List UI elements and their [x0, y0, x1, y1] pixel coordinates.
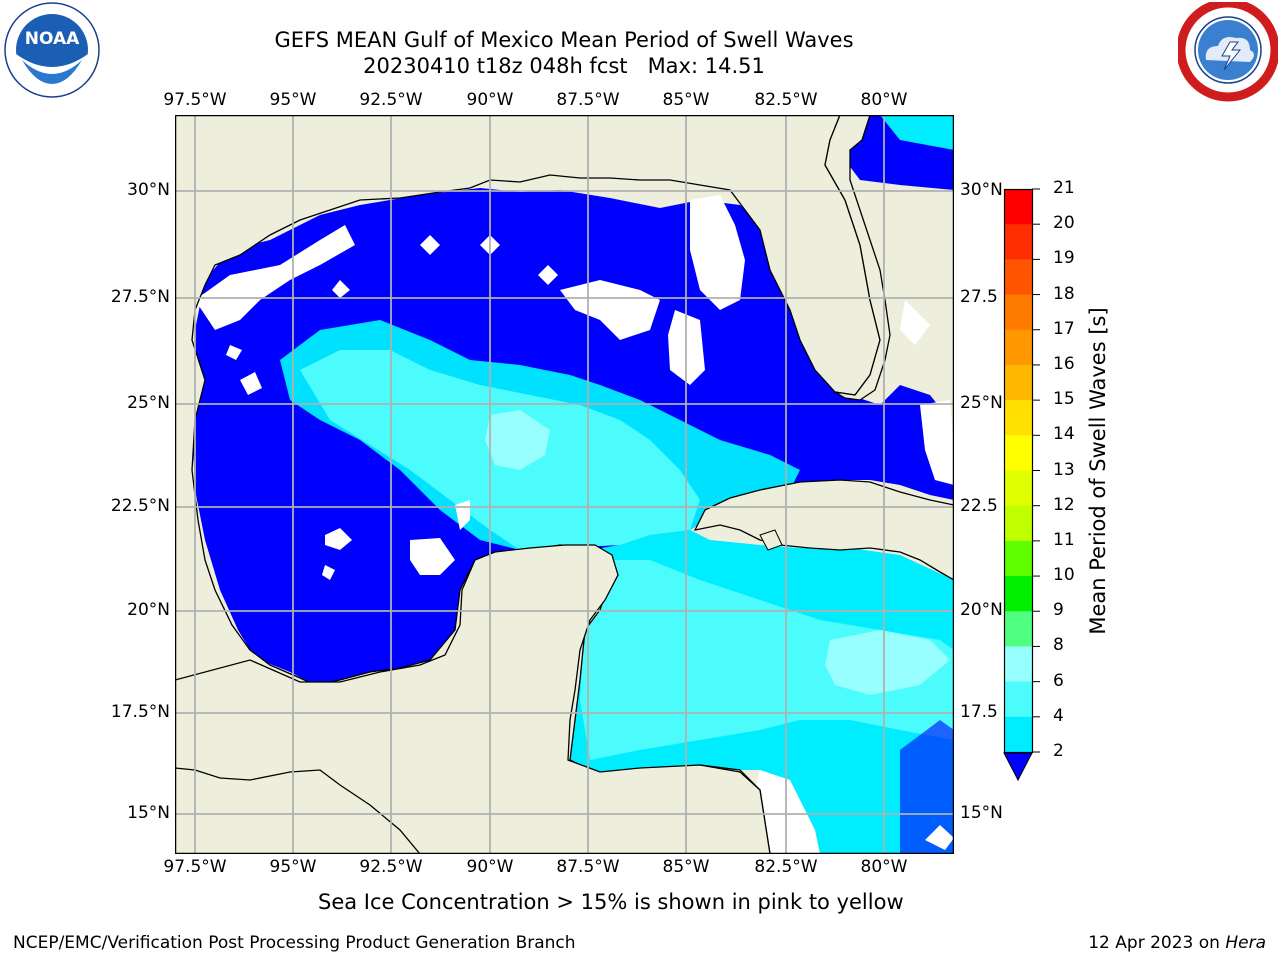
- noaa-logo-text: NOAA: [25, 29, 80, 49]
- lat-label-left: 15°N: [127, 803, 170, 823]
- lat-label-left: 25°N: [127, 393, 170, 413]
- colorbar-tick-label: 9: [1053, 600, 1064, 621]
- colorbar-segment: [1004, 646, 1032, 683]
- colorbar-tick-label: 19: [1053, 248, 1075, 269]
- colorbar-tick-label: 17: [1053, 318, 1075, 339]
- lon-label-top: 95°W: [269, 90, 317, 110]
- colorbar-tick-label: 13: [1053, 459, 1075, 480]
- yucatan-land: [175, 544, 771, 854]
- lon-label-top: 97.5°W: [163, 90, 227, 110]
- colorbar-label: Mean Period of Swell Waves [s]: [1086, 307, 1110, 635]
- lon-label-top: 85°W: [662, 90, 710, 110]
- lat-label-right: 17.5: [960, 702, 998, 722]
- lat-label-left: 27.5°N: [110, 287, 170, 307]
- colorbar-segment: [1004, 224, 1032, 260]
- footer-credit: NCEP/EMC/Verification Post Processing Pr…: [13, 933, 576, 953]
- lon-label-top: 80°W: [860, 90, 908, 110]
- lon-label-top: 90°W: [466, 90, 514, 110]
- map-title-line2: 20230410 t18z 048h fcst Max: 14.51: [363, 54, 765, 78]
- lat-label-left: 30°N: [127, 180, 170, 200]
- florida-land: [824, 115, 891, 401]
- lat-label-left: 20°N: [127, 600, 170, 620]
- lon-label-bottom: 80°W: [860, 857, 908, 877]
- map-panel: [175, 115, 954, 854]
- lat-label-right: 27.5: [960, 287, 998, 307]
- colorbar-segment: [1004, 329, 1032, 366]
- colorbar-segment: [1004, 505, 1032, 542]
- map-title-line1: GEFS MEAN Gulf of Mexico Mean Period of …: [274, 28, 854, 52]
- colorbar-segment: [1004, 435, 1032, 472]
- lat-label-left: 22.5°N: [110, 496, 170, 516]
- colorbar-segment: [1004, 611, 1032, 648]
- colorbar-tick-label: 2: [1053, 741, 1064, 761]
- lon-label-bottom: 82.5°W: [754, 857, 818, 877]
- sea-ice-note: Sea Ice Concentration > 15% is shown in …: [318, 890, 904, 914]
- colorbar-tick-label: 10: [1053, 565, 1075, 586]
- footer-host: Hera: [1225, 933, 1266, 953]
- lat-label-right: 20°N: [960, 600, 1003, 620]
- colorbar-segment: [1004, 259, 1032, 296]
- colorbar-extend-arrow: [1003, 752, 1033, 782]
- lat-label-right: 15°N: [960, 803, 1003, 823]
- colorbar-tick-label: 20: [1053, 213, 1075, 234]
- footer-date: 12 Apr 2023 on Hera: [1088, 933, 1266, 953]
- lon-label-bottom: 92.5°W: [359, 857, 423, 877]
- colorbar-tick-label: 15: [1053, 389, 1075, 410]
- colorbar-segment: [1004, 681, 1032, 718]
- map-frame: [175, 115, 954, 854]
- lon-label-bottom: 85°W: [662, 857, 710, 877]
- colorbar-tick-label: 11: [1053, 529, 1075, 550]
- lat-label-left: 17.5°N: [110, 702, 170, 722]
- colorbar-segment: [1004, 716, 1032, 753]
- footer-date-text: 12 Apr 2023 on: [1088, 933, 1226, 953]
- colorbar-tick-label: 6: [1053, 670, 1064, 691]
- noaa-logo-icon: NOAA: [2, 2, 102, 102]
- colorbar-tick-label: 12: [1053, 494, 1075, 515]
- graticule: [175, 115, 954, 854]
- colorbar-tick-label: 14: [1053, 424, 1075, 445]
- colorbar: [1003, 188, 1040, 782]
- lat-label-right: 22.5: [960, 496, 998, 516]
- lon-label-bottom: 95°W: [269, 857, 317, 877]
- colorbar-tick-label: 21: [1053, 178, 1075, 198]
- colorbar-segment: [1004, 470, 1032, 507]
- lat-label-right: 25°N: [960, 393, 1003, 413]
- nws-logo-icon: [1176, 0, 1280, 102]
- colorbar-segment: [1004, 400, 1032, 436]
- colorbar-segment: [1004, 189, 1032, 225]
- colorbar-segment: [1004, 294, 1032, 331]
- colorbar-tick-label: 8: [1053, 635, 1064, 656]
- lat-label-right: 30°N: [960, 180, 1003, 200]
- lon-label-bottom: 97.5°W: [163, 857, 227, 877]
- map-title: GEFS MEAN Gulf of Mexico Mean Period of …: [0, 27, 1128, 79]
- colorbar-segment: [1004, 576, 1032, 612]
- no-data-patches: [195, 195, 954, 854]
- lon-label-bottom: 87.5°W: [556, 857, 620, 877]
- colorbar-tick-label: 18: [1053, 283, 1075, 304]
- colorbar-segment: [1004, 540, 1032, 577]
- lon-label-bottom: 90°W: [466, 857, 514, 877]
- lon-label-top: 87.5°W: [556, 90, 620, 110]
- colorbar-segment: [1004, 364, 1032, 401]
- colorbar-tick-label: 16: [1053, 353, 1075, 374]
- lon-label-top: 82.5°W: [754, 90, 818, 110]
- colorbar-tick-label: 4: [1053, 705, 1064, 726]
- lon-label-top: 92.5°W: [359, 90, 423, 110]
